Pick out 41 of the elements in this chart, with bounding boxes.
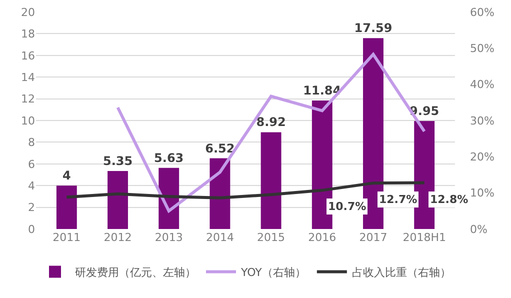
x-tick-label: 2013 bbox=[154, 231, 183, 244]
y2-tick-label: 0% bbox=[470, 222, 488, 236]
x-tick-label: 2011 bbox=[52, 231, 81, 244]
y-tick-label: 16 bbox=[21, 49, 35, 62]
y-tick-label: 18 bbox=[21, 28, 35, 41]
y-tick-label: 10 bbox=[21, 114, 35, 128]
data-label: 8.92 bbox=[256, 115, 286, 130]
data-label: 6.52 bbox=[205, 141, 235, 156]
y-tick-label: 6 bbox=[28, 158, 35, 171]
data-label: 10.7% bbox=[328, 200, 366, 213]
legend-label: YOY（右轴） bbox=[240, 266, 306, 279]
bar bbox=[56, 186, 77, 229]
y-tick-label: 4 bbox=[28, 179, 35, 192]
y2-tick-label: 50% bbox=[470, 42, 494, 56]
x-tick-label: 2018H1 bbox=[402, 231, 446, 244]
x-tick-label: 2012 bbox=[104, 231, 132, 244]
y-tick-label: 12 bbox=[21, 92, 35, 106]
y2-tick-label: 40% bbox=[470, 78, 494, 92]
y-tick-label: 0 bbox=[28, 222, 35, 236]
bar bbox=[260, 132, 282, 229]
data-label: 12.7% bbox=[379, 193, 418, 206]
y-tick-label: 14 bbox=[21, 70, 35, 84]
x-tick-label: 2014 bbox=[206, 231, 234, 244]
y-tick-label: 8 bbox=[28, 136, 35, 150]
y-tick-label: 20 bbox=[21, 6, 35, 19]
data-label: 5.35 bbox=[102, 154, 133, 168]
y-tick-label: 2 bbox=[28, 201, 35, 214]
y2-tick-label: 20% bbox=[470, 150, 494, 164]
y2-tick-label: 30% bbox=[470, 114, 494, 128]
y2-tick-label: 60% bbox=[470, 6, 494, 19]
data-label: 12.8% bbox=[430, 193, 468, 206]
y2-tick-label: 10% bbox=[470, 186, 494, 200]
legend-label: 占收入比重（右轴） bbox=[352, 266, 451, 279]
data-label: 4 bbox=[62, 168, 71, 183]
x-tick-label: 2015 bbox=[257, 231, 286, 244]
bar bbox=[108, 170, 128, 229]
data-label: 17.59 bbox=[354, 21, 392, 36]
x-tick-label: 2017 bbox=[359, 231, 388, 244]
data-label: 5.63 bbox=[154, 150, 184, 165]
x-tick-label: 2016 bbox=[308, 231, 336, 244]
legend-label: 研发费用（亿元、左轴） bbox=[75, 266, 196, 279]
